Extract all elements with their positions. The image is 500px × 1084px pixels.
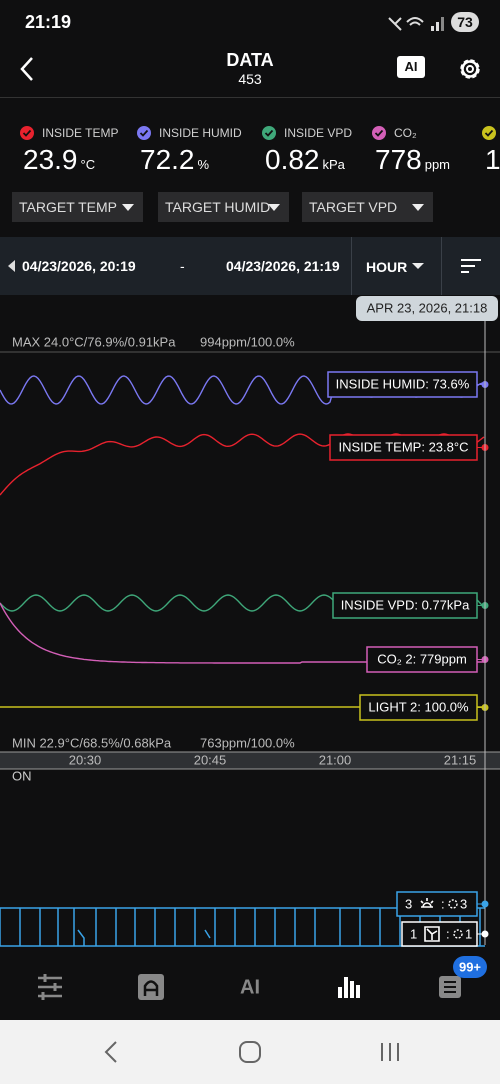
range-end[interactable]: 04/23/2026, 21:19 xyxy=(226,258,340,274)
device-icon xyxy=(424,926,440,942)
status-time: 21:19 xyxy=(25,12,72,32)
prev-button[interactable] xyxy=(6,259,18,273)
recents-key[interactable] xyxy=(381,1043,399,1061)
sensor-reading: 0.82 kPa xyxy=(265,144,345,176)
cursor-pill xyxy=(356,296,498,321)
sensor-value: 72.2 xyxy=(140,144,195,175)
header-title: DATA xyxy=(226,50,274,70)
notification-badge: 99+ xyxy=(459,959,481,974)
device-count: 1 xyxy=(465,926,472,941)
sensor-name: INSIDE HUMID xyxy=(159,126,242,140)
sort-button[interactable] xyxy=(459,256,483,276)
x-axis-label: 21:15 xyxy=(444,752,477,767)
series-tag xyxy=(366,646,478,673)
sensor-reading: 72.2% xyxy=(140,144,209,176)
target-dropdown[interactable]: TARGET TEMP xyxy=(12,192,143,222)
sensor-icon xyxy=(262,126,276,140)
max-label: 994ppm/100.0% xyxy=(200,334,295,349)
nav-controls[interactable] xyxy=(38,974,62,1000)
series-tag-label: INSIDE TEMP: 23.8°C xyxy=(339,439,469,454)
device-colon: : xyxy=(441,896,445,911)
settings-button[interactable] xyxy=(456,55,484,83)
device-count: 3 xyxy=(460,896,467,911)
sensor-unit: ppm xyxy=(424,157,451,172)
interval-arrow xyxy=(412,263,424,269)
sensor-reading: 23.9 °C xyxy=(23,144,95,176)
back-button[interactable] xyxy=(15,55,41,83)
divider xyxy=(0,97,500,98)
range-start[interactable]: 04/23/2026, 20:19 xyxy=(22,258,136,274)
range-separator: - xyxy=(180,258,185,274)
sensor-name: CO₂ xyxy=(394,126,417,140)
bottom-nav: AI 99+ xyxy=(38,956,487,1000)
divider xyxy=(351,237,352,295)
device-tag xyxy=(396,891,478,917)
sensor-name: INSIDE TEMP xyxy=(42,126,119,140)
header-subtitle: 453 xyxy=(238,71,262,87)
back-key[interactable] xyxy=(104,1041,117,1063)
device-icon xyxy=(453,929,463,939)
x-axis-label: 20:45 xyxy=(194,752,227,767)
sensor-value: 778 xyxy=(375,144,422,175)
device-count: 1 xyxy=(410,926,417,941)
badge-bg xyxy=(453,956,487,978)
sensor-reading: 1 xyxy=(485,144,500,176)
device-icon xyxy=(448,899,458,909)
x-axis-band xyxy=(0,752,500,769)
interval-select[interactable]: HOUR xyxy=(366,259,408,275)
device-count: 3 xyxy=(405,896,412,911)
target-dropdown[interactable]: TARGET HUMID xyxy=(158,192,289,222)
sensor-value: 0.82 xyxy=(265,144,320,175)
status-icons xyxy=(388,17,444,31)
device-icon xyxy=(420,898,434,908)
sensor-icon xyxy=(20,126,34,140)
series-tag xyxy=(359,694,478,721)
sensor-unit: kPa xyxy=(322,157,345,172)
cursor-label: APR 23, 2026, 21:18 xyxy=(367,300,488,315)
x-axis-label: 20:30 xyxy=(69,752,102,767)
target-dropdown[interactable]: TARGET VPD xyxy=(302,192,433,222)
series-tag xyxy=(332,592,478,619)
sensor-name: INSIDE VPD xyxy=(284,126,353,140)
home-key[interactable] xyxy=(239,1041,261,1063)
on-label: ON xyxy=(12,768,32,783)
nav-data[interactable] xyxy=(338,977,360,998)
sensor-reading: 778 ppm xyxy=(375,144,450,176)
tag-dot xyxy=(481,930,489,938)
nav-ai[interactable]: AI xyxy=(240,976,260,998)
series-tag-label: INSIDE HUMID: 73.6% xyxy=(336,376,470,391)
device-colon: : xyxy=(446,926,450,941)
sensor-unit: % xyxy=(197,157,210,172)
sensor-value: 23.9 xyxy=(23,144,78,175)
sensor-icon xyxy=(372,126,386,140)
nav-log[interactable] xyxy=(439,976,461,998)
sensor-icon xyxy=(137,126,151,140)
nav-device[interactable] xyxy=(138,974,164,1000)
chart-area: MAX 24.0°C/76.9%/0.91kPa 994ppm/100.0% INS… xyxy=(0,296,500,947)
min-label: 763ppm/100.0% xyxy=(200,735,295,750)
series-tag-label: INSIDE VPD: 0.77kPa xyxy=(341,597,470,612)
x-axis-label: 21:00 xyxy=(319,752,352,767)
series-tag-label: LIGHT 2: 100.0% xyxy=(368,699,469,714)
series-tag-label: CO₂ 2: 779ppm xyxy=(377,651,467,666)
system-nav xyxy=(0,1020,500,1084)
tag-dot xyxy=(481,900,489,908)
sensor-value: 1 xyxy=(485,144,500,175)
ai-button[interactable]: AI xyxy=(397,56,425,78)
sensor-icon xyxy=(482,126,496,140)
series-tag xyxy=(329,434,478,461)
battery: 73 xyxy=(451,12,479,32)
sensor-unit: °C xyxy=(80,157,96,172)
series-tag xyxy=(327,371,478,398)
divider xyxy=(441,237,442,295)
min-label: MIN 22.9°C/68.5%/0.68kPa xyxy=(12,735,172,750)
max-label: MAX 24.0°C/76.9%/0.91kPa xyxy=(12,334,176,349)
